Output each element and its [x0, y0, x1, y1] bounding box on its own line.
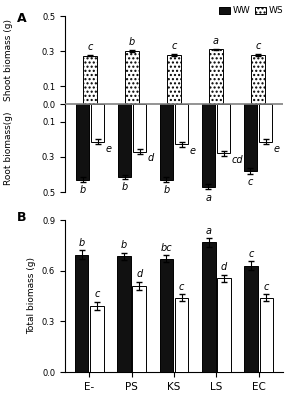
- Text: b: b: [78, 238, 85, 248]
- Text: e: e: [273, 144, 279, 154]
- Bar: [260, 298, 273, 372]
- Bar: [76, 104, 89, 180]
- Bar: [167, 55, 181, 104]
- Bar: [259, 104, 272, 142]
- Bar: [91, 104, 104, 142]
- Text: b: b: [121, 240, 127, 250]
- Text: Shoot biomass (g): Shoot biomass (g): [4, 19, 13, 101]
- Bar: [90, 306, 104, 372]
- Text: d: d: [221, 262, 227, 272]
- Bar: [160, 104, 173, 180]
- Text: bc: bc: [160, 243, 172, 253]
- Text: c: c: [255, 41, 261, 51]
- Bar: [202, 242, 216, 372]
- Bar: [245, 266, 258, 372]
- Text: d: d: [136, 269, 142, 279]
- Text: e: e: [189, 146, 195, 156]
- Text: a: a: [206, 192, 212, 202]
- Text: b: b: [129, 37, 135, 47]
- Bar: [133, 104, 146, 152]
- Text: a: a: [213, 36, 219, 46]
- Bar: [217, 104, 230, 153]
- Bar: [118, 104, 131, 177]
- Bar: [209, 50, 223, 104]
- Bar: [75, 255, 88, 372]
- Bar: [202, 104, 215, 187]
- Bar: [251, 55, 265, 104]
- Text: b: b: [163, 186, 170, 196]
- Text: c: c: [87, 42, 93, 52]
- Text: c: c: [94, 289, 99, 299]
- Text: c: c: [171, 41, 177, 51]
- Bar: [83, 56, 97, 104]
- Bar: [160, 259, 173, 372]
- Text: b: b: [121, 182, 128, 192]
- Text: c: c: [248, 177, 253, 187]
- Text: b: b: [79, 186, 86, 196]
- Bar: [132, 286, 146, 372]
- Legend: WW, WS: WW, WS: [219, 6, 283, 16]
- Text: e: e: [105, 144, 111, 154]
- Text: d: d: [147, 153, 153, 163]
- Y-axis label: Total biomass (g): Total biomass (g): [27, 258, 36, 334]
- Bar: [217, 278, 231, 372]
- Bar: [244, 104, 257, 171]
- Text: c: c: [179, 282, 184, 292]
- Text: Root biomass(g): Root biomass(g): [4, 111, 13, 185]
- Text: c: c: [249, 249, 254, 259]
- Text: a: a: [206, 226, 212, 236]
- Text: A: A: [17, 12, 27, 26]
- Text: c: c: [264, 282, 269, 292]
- Bar: [175, 298, 189, 372]
- Bar: [125, 51, 139, 104]
- Bar: [175, 104, 188, 144]
- Text: cd: cd: [231, 155, 243, 165]
- Text: B: B: [17, 211, 26, 224]
- Bar: [117, 256, 131, 372]
